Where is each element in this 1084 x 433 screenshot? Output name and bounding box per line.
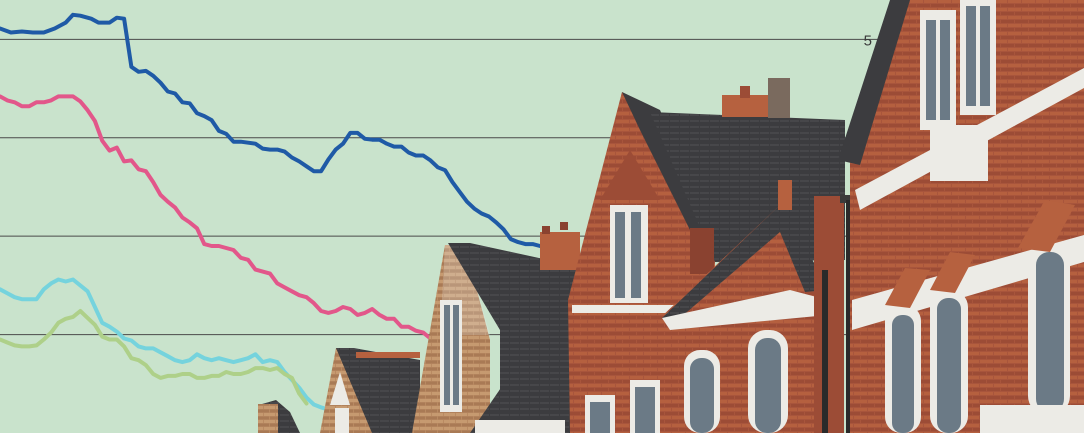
y-tick-label-5: 5 [864, 32, 872, 49]
series-line-4 [0, 309, 309, 406]
house-far-left [258, 400, 300, 433]
house-small-gable [320, 348, 420, 433]
series-lines [0, 12, 542, 412]
house-right-tall [838, 0, 1084, 433]
houses-photo [258, 0, 1084, 433]
house-medium-gable [412, 222, 590, 433]
series-line-1 [0, 12, 542, 248]
house-centre [568, 78, 845, 433]
series-line-3 [0, 277, 331, 412]
series-line-2 [0, 94, 440, 345]
y-tick-labels: 5 [864, 32, 872, 49]
house-front-bay [660, 180, 858, 433]
